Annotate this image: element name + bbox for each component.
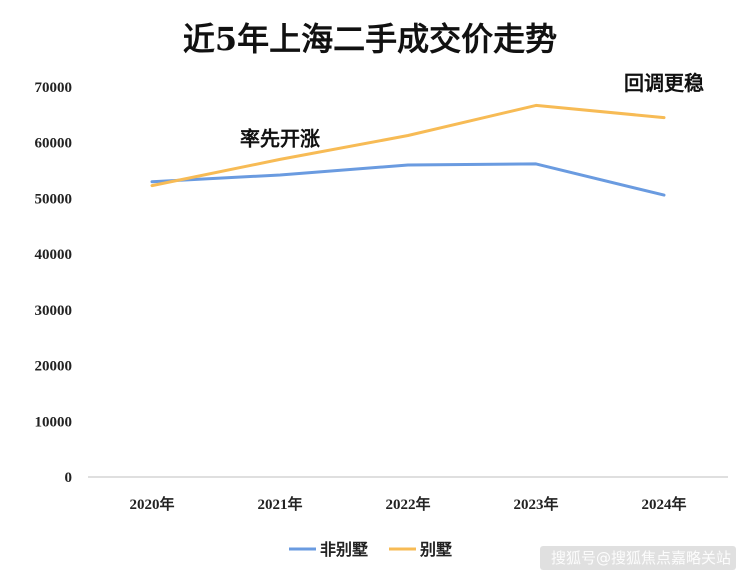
y-axis-ticks: 0 10000 20000 30000 40000 50000 60000 70000 xyxy=(35,80,73,486)
y-tick-label: 0 xyxy=(65,470,73,486)
annotation-label: 回调更稳 xyxy=(624,71,704,95)
x-axis-ticks: 2020年 2021年 2022年 2023年 2024年 xyxy=(129,495,686,513)
series-line xyxy=(150,162,666,197)
watermark-background xyxy=(540,546,736,570)
y-tick-label: 60000 xyxy=(35,136,73,152)
chart-title: 近5年上海二手成交价走势 xyxy=(182,20,558,58)
x-tick-label: 2020年 xyxy=(129,495,174,513)
x-tick-label: 2021年 xyxy=(257,495,302,513)
legend-label: 别墅 xyxy=(419,540,452,559)
annotations: 率先开涨 回调更稳 xyxy=(240,71,704,151)
x-tick-label: 2024年 xyxy=(641,495,686,513)
y-tick-label: 70000 xyxy=(35,80,73,96)
series-line xyxy=(150,103,666,188)
x-tick-label: 2022年 xyxy=(385,495,430,513)
legend: 非别墅 别墅 xyxy=(289,540,452,559)
y-tick-label: 30000 xyxy=(35,303,73,319)
series-lines xyxy=(150,103,666,197)
legend-label: 非别墅 xyxy=(320,540,368,559)
watermark: 搜狐号@搜狐焦点嘉略关站 xyxy=(551,549,731,567)
annotation-label: 率先开涨 xyxy=(240,127,320,151)
y-tick-label: 40000 xyxy=(35,247,73,263)
y-tick-label: 20000 xyxy=(35,359,73,375)
y-tick-label: 10000 xyxy=(35,414,73,430)
x-tick-label: 2023年 xyxy=(513,495,558,513)
y-tick-label: 50000 xyxy=(35,191,73,207)
